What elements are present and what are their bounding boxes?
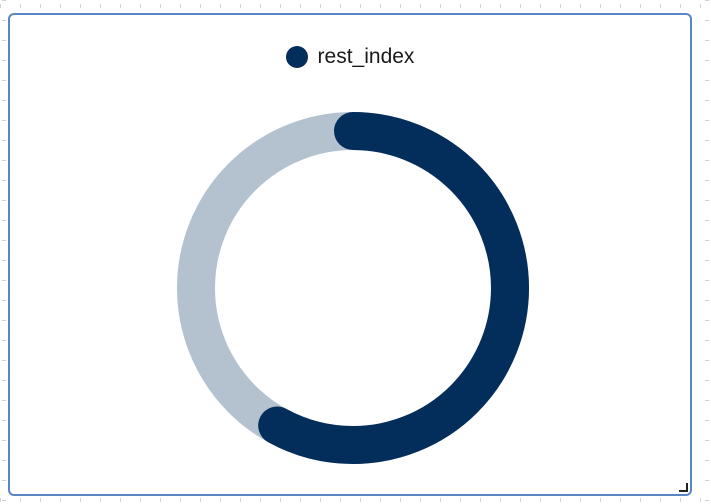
- chart-widget[interactable]: rest_index: [8, 13, 692, 496]
- donut-slice-value: [177, 112, 529, 464]
- canvas-ruler-bottom: [0, 498, 711, 502]
- legend-swatch: [285, 46, 308, 68]
- canvas-ruler-left: [2, 0, 6, 504]
- canvas-ruler-top: [0, 4, 711, 8]
- donut-chart: [177, 112, 529, 464]
- chart-legend: rest_index: [10, 45, 690, 69]
- legend-label: rest_index: [317, 45, 415, 68]
- canvas-ruler-right: [705, 0, 709, 504]
- resize-handle-icon[interactable]: [678, 482, 688, 492]
